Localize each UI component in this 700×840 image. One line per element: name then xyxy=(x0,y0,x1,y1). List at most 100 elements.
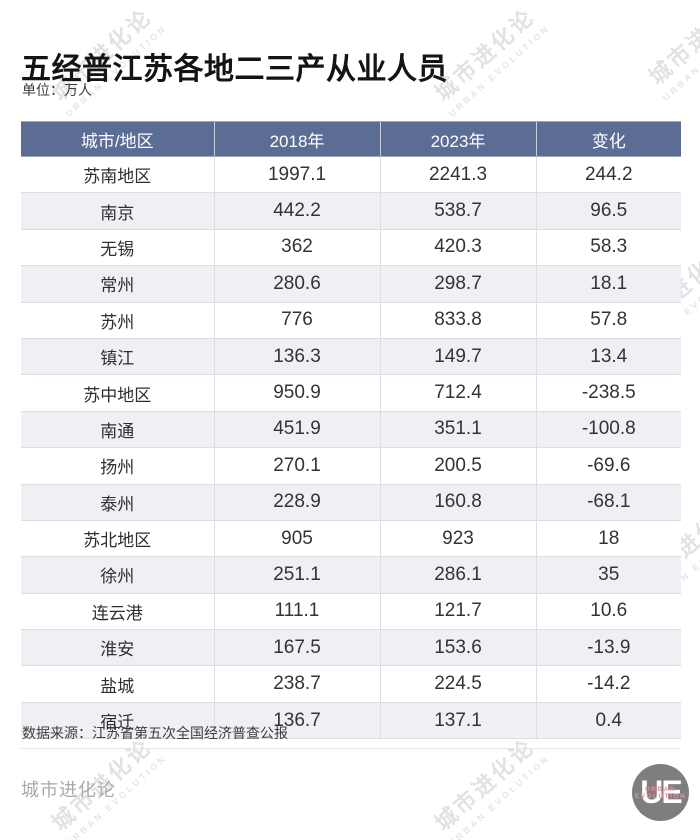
page-title: 五经普江苏各地二三产从业人员 xyxy=(21,53,448,87)
value-cell: 13.4 xyxy=(535,337,681,375)
region-cell: 常州 xyxy=(21,265,214,303)
header-row: 城市/地区 2018年 2023年 变化 xyxy=(21,121,681,157)
value-cell: 251.1 xyxy=(213,556,380,594)
urban-evolution-logo-icon: UE URBAN EVOLUTION xyxy=(632,764,689,821)
value-cell: 442.2 xyxy=(213,192,380,230)
table-row: 苏北地区 905 923 18 xyxy=(21,519,681,557)
value-cell: 35 xyxy=(535,556,681,594)
region-cell: 镇江 xyxy=(21,337,214,375)
logo-wordmark: URBAN EVOLUTION xyxy=(632,786,689,800)
table-row: 徐州 251.1 286.1 35 xyxy=(21,556,681,594)
value-cell: 244.2 xyxy=(535,155,681,193)
value-cell: 136.3 xyxy=(213,337,380,375)
table-row: 连云港 111.1 121.7 10.6 xyxy=(21,592,681,630)
value-cell: -68.1 xyxy=(535,483,681,521)
region-cell: 南通 xyxy=(21,410,214,448)
region-cell: 宿迁 xyxy=(21,701,214,740)
region-cell: 苏州 xyxy=(21,301,214,339)
value-cell: 298.7 xyxy=(379,265,536,303)
region-cell: 盐城 xyxy=(21,665,214,703)
value-cell: 950.9 xyxy=(213,374,380,412)
value-cell: 57.8 xyxy=(535,301,681,339)
table-body: 苏南地区 1997.1 2241.3 244.2 南京 442.2 538.7 96.5 无锡 3… xyxy=(21,155,681,740)
table-row: 淮安 167.5 153.6 -13.9 xyxy=(21,629,681,666)
value-cell: 228.9 xyxy=(213,483,380,521)
region-cell: 苏南地区 xyxy=(21,155,214,193)
table-row: 无锡 362 420.3 58.3 xyxy=(21,228,681,266)
table-row: 扬州 270.1 200.5 -69.6 xyxy=(21,447,681,485)
value-cell: 280.6 xyxy=(213,265,380,303)
region-cell: 苏北地区 xyxy=(21,519,214,557)
logo-word-evolution: EVOLUTION xyxy=(634,793,687,800)
table-row: 常州 280.6 298.7 18.1 xyxy=(21,265,681,303)
table-row: 苏南地区 1997.1 2241.3 244.2 xyxy=(21,155,681,193)
region-cell: 徐州 xyxy=(21,556,214,594)
value-cell: 137.1 xyxy=(379,701,536,740)
value-cell: 923 xyxy=(379,519,536,557)
source-note: 数据来源：江苏省第五次全国经济普查公报 xyxy=(22,725,288,741)
value-cell: 224.5 xyxy=(379,665,536,703)
table-row: 南通 451.9 351.1 -100.8 xyxy=(21,410,681,448)
table-row: 苏中地区 950.9 712.4 -238.5 xyxy=(21,374,681,412)
value-cell: 160.8 xyxy=(379,483,536,521)
value-cell: 351.1 xyxy=(379,410,536,448)
value-cell: 10.6 xyxy=(535,592,681,630)
value-cell: -13.9 xyxy=(535,629,681,666)
value-cell: 2241.3 xyxy=(379,155,536,193)
value-cell: -69.6 xyxy=(535,447,681,485)
region-cell: 泰州 xyxy=(21,483,214,521)
value-cell: 121.7 xyxy=(379,592,536,630)
region-cell: 南京 xyxy=(21,192,214,230)
value-cell: 96.5 xyxy=(535,192,681,230)
region-cell: 扬州 xyxy=(21,447,214,485)
value-cell: 712.4 xyxy=(379,374,536,412)
value-cell: 167.5 xyxy=(213,629,380,666)
value-cell: 0.4 xyxy=(535,701,681,740)
value-cell: 1997.1 xyxy=(213,155,380,193)
value-cell: -238.5 xyxy=(535,374,681,412)
logo-monogram: UE xyxy=(640,774,682,810)
brand-name: 城市进化论 xyxy=(21,780,116,800)
region-cell: 连云港 xyxy=(21,592,214,630)
table-row: 南京 442.2 538.7 96.5 xyxy=(21,192,681,230)
value-cell: 136.7 xyxy=(213,701,380,740)
logo-word-urban: URBAN xyxy=(645,786,676,793)
value-cell: 362 xyxy=(213,228,380,266)
value-cell: 538.7 xyxy=(379,192,536,230)
column-header-change: 变化 xyxy=(535,121,681,157)
value-cell: 111.1 xyxy=(213,592,380,630)
table-row: 镇江 136.3 149.7 13.4 xyxy=(21,337,681,375)
value-cell: 270.1 xyxy=(213,447,380,485)
column-header-region: 城市/地区 xyxy=(21,121,214,157)
value-cell: 58.3 xyxy=(535,228,681,266)
table-row: 苏州 776 833.8 57.8 xyxy=(21,301,681,339)
unit-label: 单位：万人 xyxy=(22,82,92,98)
column-header-2018: 2018年 xyxy=(213,121,380,157)
value-cell: 149.7 xyxy=(379,337,536,375)
column-header-2023: 2023年 xyxy=(379,121,536,157)
value-cell: 776 xyxy=(213,301,380,339)
value-cell: -100.8 xyxy=(535,410,681,448)
value-cell: 200.5 xyxy=(379,447,536,485)
value-cell: 153.6 xyxy=(379,629,536,666)
value-cell: -14.2 xyxy=(535,665,681,703)
value-cell: 286.1 xyxy=(379,556,536,594)
footer-divider xyxy=(21,748,679,749)
region-cell: 无锡 xyxy=(21,228,214,266)
region-cell: 苏中地区 xyxy=(21,374,214,412)
data-table: 城市/地区 2018年 2023年 变化 苏南地区 1997.1 2241.3 244… xyxy=(21,121,681,740)
value-cell: 238.7 xyxy=(213,665,380,703)
value-cell: 18 xyxy=(535,519,681,557)
value-cell: 420.3 xyxy=(379,228,536,266)
table-row: 盐城 238.7 224.5 -14.2 xyxy=(21,665,681,703)
region-cell: 淮安 xyxy=(21,629,214,666)
value-cell: 451.9 xyxy=(213,410,380,448)
table-row: 宿迁 136.7 137.1 0.4 xyxy=(21,701,681,740)
value-cell: 905 xyxy=(213,519,380,557)
value-cell: 833.8 xyxy=(379,301,536,339)
value-cell: 18.1 xyxy=(535,265,681,303)
table-row: 泰州 228.9 160.8 -68.1 xyxy=(21,483,681,521)
